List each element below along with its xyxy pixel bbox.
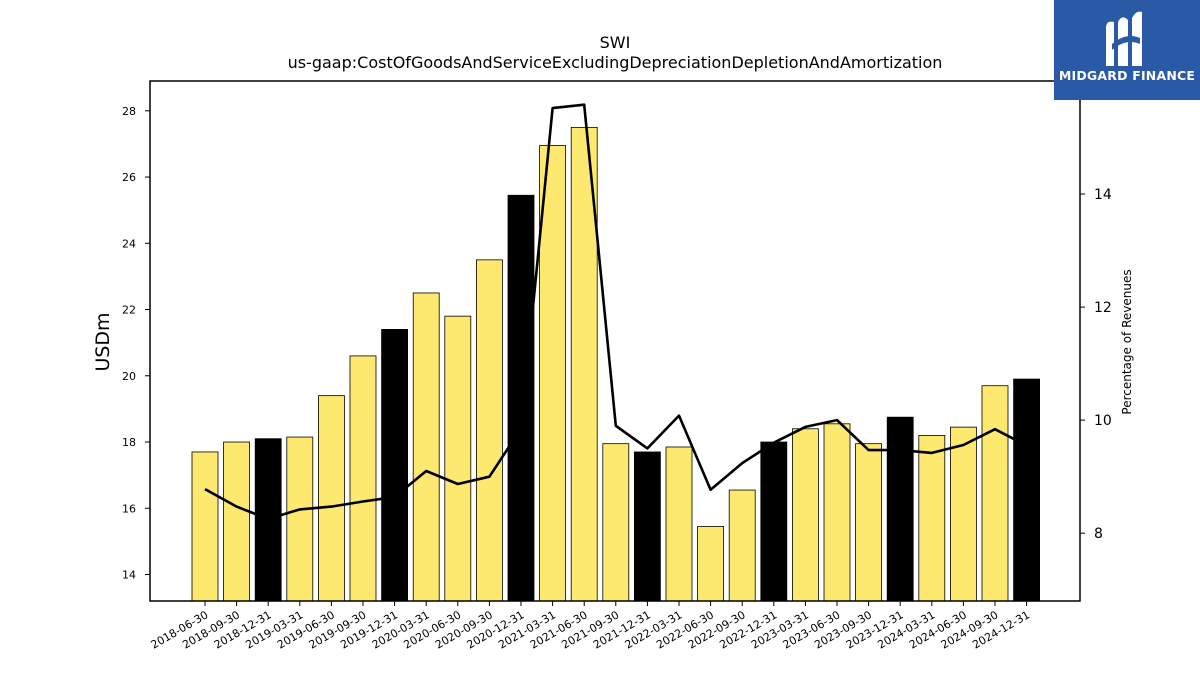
bar	[444, 315, 472, 602]
y2-tick-label: 12	[1094, 300, 1112, 316]
y-axis-label: USDm	[92, 312, 114, 371]
bar	[918, 434, 946, 602]
y-tick-label: 16	[122, 502, 136, 515]
bar	[950, 426, 977, 602]
brand-name: MIDGARD FINANCE	[1058, 68, 1196, 83]
bar	[665, 446, 693, 602]
bar	[728, 489, 756, 602]
bar	[475, 259, 503, 602]
y-tick-label: 28	[122, 105, 136, 118]
bar	[697, 526, 724, 602]
bar	[981, 385, 1009, 602]
brand-logo: MIDGARD FINANCE	[1054, 0, 1200, 100]
bar	[317, 395, 345, 602]
bar	[223, 441, 251, 602]
bar-series	[191, 126, 1040, 602]
bar	[1013, 378, 1040, 602]
y-tick-label: 14	[122, 569, 136, 582]
y-tick-label: 20	[122, 370, 136, 383]
y-tick-label: 26	[122, 171, 136, 184]
bar	[823, 423, 851, 602]
y-tick-label: 22	[122, 304, 136, 317]
line-series	[204, 103, 1028, 521]
bar	[792, 428, 819, 602]
chart-title: SWI	[600, 33, 631, 52]
bar	[286, 436, 314, 602]
percentage-line	[204, 103, 1028, 521]
bar	[539, 145, 566, 602]
y2-tick-label: 8	[1094, 526, 1103, 542]
bar	[570, 126, 598, 602]
left-axis-ticks: 14 16 18 20 22 24 26 28	[122, 105, 150, 582]
y-tick-label: 18	[122, 436, 136, 449]
y2-tick-label: 10	[1094, 413, 1112, 429]
bar	[412, 292, 440, 602]
bar	[760, 441, 788, 602]
midgard-logo-icon	[1106, 11, 1142, 67]
y2-axis-label: Percentage of Revenues	[1120, 269, 1134, 414]
bar	[507, 194, 535, 602]
y2-tick-label: 14	[1094, 187, 1112, 203]
chart-subtitle: us-gaap:CostOfGoodsAndServiceExcludingDe…	[288, 53, 943, 72]
bar	[349, 355, 377, 602]
bar	[855, 443, 882, 602]
x-axis-ticks: 2018-06-302018-09-302018-12-312019-03-31…	[149, 601, 1032, 652]
bar	[886, 416, 914, 602]
bar	[191, 451, 219, 602]
bar	[602, 443, 630, 602]
right-axis-ticks: 8 10 12 14	[1080, 187, 1112, 542]
bar	[634, 451, 661, 602]
plot-frame	[149, 80, 1081, 602]
bar	[381, 329, 409, 602]
y-tick-label: 24	[122, 237, 136, 250]
